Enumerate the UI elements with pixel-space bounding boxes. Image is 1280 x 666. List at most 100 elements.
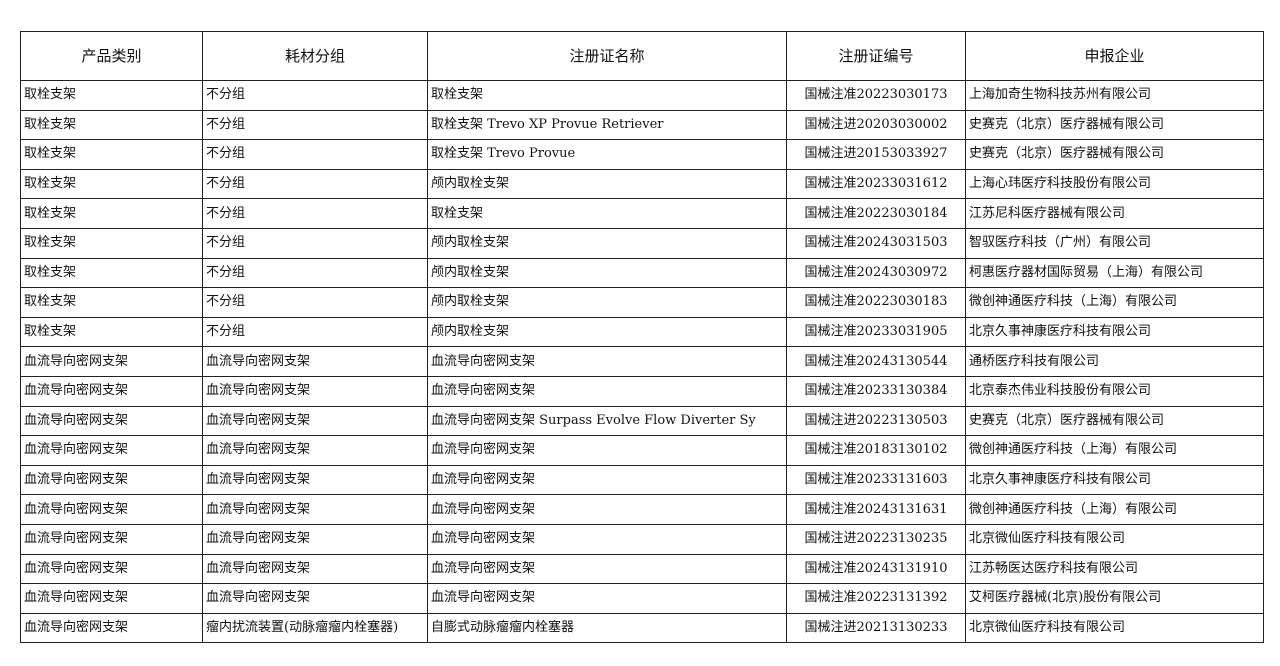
table-row: 取栓支架 不分组 取栓支架 国械注准20223030184 江苏尼科医疗器械有限公司 (20, 198, 1264, 229)
table-row: 取栓支架 不分组 取栓支架 国械注准20223030173 上海加奇生物科技苏州有限公司 (20, 80, 1264, 111)
product-category-cell: 血流导向密网支架 (20, 612, 203, 644)
table-row: 血流导向密网支架 血流导向密网支架 血流导向密网支架 Surpass Evolve … (20, 405, 1264, 437)
table-row: 取栓支架 不分组 颅内取栓支架 国械注准20233031905 北京久事神康医疗科技有限… (20, 316, 1264, 348)
registration-number-cell: 国械注准20223030184 (786, 198, 966, 229)
header-consumable-group: 耗材分组 (202, 31, 428, 81)
registration-name-cell: 颅内取栓支架 (427, 316, 787, 348)
registration-name-cell: 血流导向密网支架 (427, 553, 787, 585)
registration-number-cell: 国械注准20243030972 (786, 257, 966, 289)
table-row: 血流导向密网支架 血流导向密网支架 血流导向密网支架 国械注准20243131910 江… (20, 553, 1264, 585)
applicant-company-cell: 柯惠医疗器材国际贸易（上海）有限公司 (965, 257, 1264, 289)
consumable-group-cell: 不分组 (202, 198, 428, 229)
registration-number-cell: 国械注进20223130235 (786, 523, 966, 555)
applicant-company-cell: 微创神通医疗科技（上海）有限公司 (965, 435, 1264, 466)
table-row: 取栓支架 不分组 取栓支架 Trevo XP Provue Retriever 国械注… (20, 109, 1264, 141)
registration-name-cell: 血流导向密网支架 (427, 583, 787, 614)
registration-number-cell: 国械注准20243131631 (786, 494, 966, 525)
table-row: 取栓支架 不分组 颅内取栓支架 国械注准20233031612 上海心玮医疗科技股份有限… (20, 168, 1264, 200)
consumable-group-cell: 不分组 (202, 139, 428, 170)
product-category-cell: 取栓支架 (20, 227, 203, 259)
applicant-company-cell: 通桥医疗科技有限公司 (965, 346, 1264, 377)
consumable-group-cell: 血流导向密网支架 (202, 523, 428, 555)
registration-number-cell: 国械注准20223131392 (786, 583, 966, 614)
consumable-group-cell: 血流导向密网支架 (202, 553, 428, 585)
header-row: 产品类别 耗材分组 注册证名称 注册证编号 申报企业 (20, 31, 1264, 81)
registration-number-cell: 国械注进20213130233 (786, 612, 966, 644)
product-category-cell: 取栓支架 (20, 80, 203, 111)
consumable-group-cell: 血流导向密网支架 (202, 405, 428, 437)
consumable-group-cell: 不分组 (202, 227, 428, 259)
table-row: 血流导向密网支架 血流导向密网支架 血流导向密网支架 国械注准20183130102 微… (20, 435, 1264, 466)
registration-number-cell: 国械注准20223030173 (786, 80, 966, 111)
table-row: 血流导向密网支架 血流导向密网支架 血流导向密网支架 国械注进20223130235 北… (20, 523, 1264, 555)
registration-number-cell: 国械注准20233031612 (786, 168, 966, 200)
applicant-company-cell: 微创神通医疗科技（上海）有限公司 (965, 287, 1264, 318)
table-row: 取栓支架 不分组 颅内取栓支架 国械注准20243030972 柯惠医疗器材国际贸易（上… (20, 257, 1264, 289)
table-row: 血流导向密网支架 血流导向密网支架 血流导向密网支架 国械注准20243130544 通… (20, 346, 1264, 377)
registration-number-cell: 国械注准20233031905 (786, 316, 966, 348)
consumable-group-cell: 血流导向密网支架 (202, 494, 428, 525)
product-category-cell: 血流导向密网支架 (20, 583, 203, 614)
applicant-company-cell: 江苏畅医达医疗科技有限公司 (965, 553, 1264, 585)
registration-name-cell: 取栓支架 Trevo XP Provue Retriever (427, 109, 787, 141)
product-category-cell: 血流导向密网支架 (20, 464, 203, 496)
consumable-group-cell: 不分组 (202, 257, 428, 289)
applicant-company-cell: 史赛克（北京）医疗器械有限公司 (965, 405, 1264, 437)
applicant-company-cell: 北京泰杰伟业科技股份有限公司 (965, 375, 1264, 407)
consumable-group-cell: 不分组 (202, 80, 428, 111)
header-registration-number: 注册证编号 (786, 31, 966, 81)
registration-name-cell: 颅内取栓支架 (427, 287, 787, 318)
product-category-cell: 取栓支架 (20, 168, 203, 200)
consumable-group-cell: 不分组 (202, 168, 428, 200)
consumable-group-cell: 血流导向密网支架 (202, 464, 428, 496)
applicant-company-cell: 北京久事神康医疗科技有限公司 (965, 464, 1264, 496)
table-row: 血流导向密网支架 血流导向密网支架 血流导向密网支架 国械注准20223131392 艾… (20, 583, 1264, 614)
applicant-company-cell: 微创神通医疗科技（上海）有限公司 (965, 494, 1264, 525)
consumable-group-cell: 不分组 (202, 287, 428, 318)
registration-number-cell: 国械注准20243131910 (786, 553, 966, 585)
registration-name-cell: 取栓支架 (427, 198, 787, 229)
header-registration-name: 注册证名称 (427, 31, 787, 81)
registration-name-cell: 颅内取栓支架 (427, 227, 787, 259)
consumable-group-cell: 瘤内扰流装置(动脉瘤瘤内栓塞器) (202, 612, 428, 644)
consumable-group-cell: 血流导向密网支架 (202, 583, 428, 614)
table-row: 取栓支架 不分组 取栓支架 Trevo Provue 国械注进20153033927 史… (20, 139, 1264, 170)
consumable-group-cell: 血流导向密网支架 (202, 346, 428, 377)
registration-name-cell: 血流导向密网支架 (427, 375, 787, 407)
consumable-group-cell: 血流导向密网支架 (202, 375, 428, 407)
applicant-company-cell: 智驭医疗科技（广州）有限公司 (965, 227, 1264, 259)
registration-number-cell: 国械注进20153033927 (786, 139, 966, 170)
applicant-company-cell: 史赛克（北京）医疗器械有限公司 (965, 139, 1264, 170)
applicant-company-cell: 上海加奇生物科技苏州有限公司 (965, 80, 1264, 111)
table-row: 血流导向密网支架 血流导向密网支架 血流导向密网支架 国械注准20233131603 北… (20, 464, 1264, 496)
product-category-cell: 血流导向密网支架 (20, 405, 203, 437)
registration-number-cell: 国械注准20243130544 (786, 346, 966, 377)
product-category-cell: 取栓支架 (20, 287, 203, 318)
applicant-company-cell: 江苏尼科医疗器械有限公司 (965, 198, 1264, 229)
product-category-cell: 血流导向密网支架 (20, 346, 203, 377)
table-row: 血流导向密网支架 瘤内扰流装置(动脉瘤瘤内栓塞器) 自膨式动脉瘤瘤内栓塞器 国械注进2… (20, 612, 1264, 644)
header-applicant-company: 申报企业 (965, 31, 1264, 81)
table-row: 取栓支架 不分组 颅内取栓支架 国械注准20223030183 微创神通医疗科技（上海）… (20, 287, 1264, 318)
product-category-cell: 取栓支架 (20, 139, 203, 170)
consumable-group-cell: 血流导向密网支架 (202, 435, 428, 466)
table-body: 取栓支架 不分组 取栓支架 国械注准20223030173 上海加奇生物科技苏州有限公司… (20, 80, 1264, 644)
registration-name-cell: 血流导向密网支架 (427, 435, 787, 466)
product-category-cell: 血流导向密网支架 (20, 375, 203, 407)
registration-number-cell: 国械注准20233131603 (786, 464, 966, 496)
product-category-cell: 取栓支架 (20, 316, 203, 348)
registration-name-cell: 颅内取栓支架 (427, 257, 787, 289)
applicant-company-cell: 史赛克（北京）医疗器械有限公司 (965, 109, 1264, 141)
registration-name-cell: 颅内取栓支架 (427, 168, 787, 200)
registration-number-cell: 国械注准20183130102 (786, 435, 966, 466)
table-row: 血流导向密网支架 血流导向密网支架 血流导向密网支架 国械注准20243131631 微… (20, 494, 1264, 525)
registration-name-cell: 血流导向密网支架 (427, 523, 787, 555)
registration-number-cell: 国械注进20203030002 (786, 109, 966, 141)
product-category-cell: 血流导向密网支架 (20, 553, 203, 585)
registration-name-cell: 血流导向密网支架 Surpass Evolve Flow Diverter Sy (427, 405, 787, 437)
applicant-company-cell: 北京久事神康医疗科技有限公司 (965, 316, 1264, 348)
applicant-company-cell: 上海心玮医疗科技股份有限公司 (965, 168, 1264, 200)
applicant-company-cell: 艾柯医疗器械(北京)股份有限公司 (965, 583, 1264, 614)
consumable-group-cell: 不分组 (202, 109, 428, 141)
registration-name-cell: 取栓支架 (427, 80, 787, 111)
